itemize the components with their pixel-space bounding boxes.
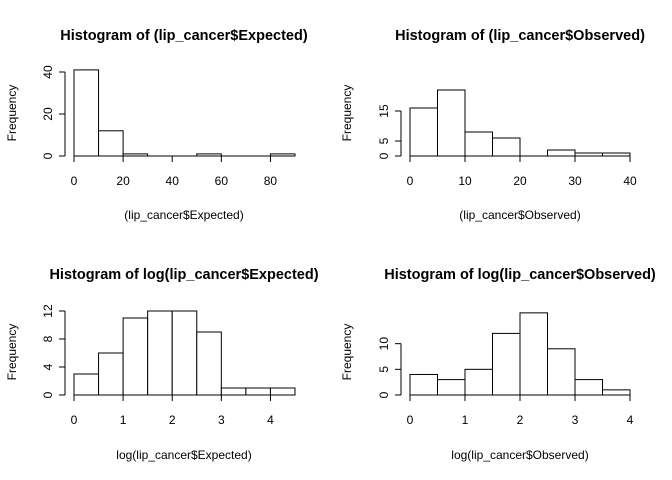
y-tick-label: 5 — [377, 137, 391, 144]
histogram-bars — [409, 312, 631, 396]
histogram-bar — [171, 310, 198, 396]
histogram-bar — [574, 379, 603, 396]
histogram-bar — [122, 317, 149, 396]
histogram-bar — [464, 131, 493, 157]
histogram-bars — [73, 310, 296, 396]
y-tick-label: 40 — [41, 65, 55, 79]
x-tick-label: 40 — [623, 174, 637, 188]
panel-observed: Histogram of (lip_cancer$Observed) (lip_… — [340, 28, 645, 222]
x-tick-label: 20 — [116, 174, 130, 188]
x-tick-label: 30 — [568, 174, 582, 188]
histogram-bar — [73, 373, 100, 396]
y-axis-label: Frequency — [340, 324, 354, 381]
histogram-bars — [409, 89, 631, 157]
histogram-bar — [602, 389, 631, 396]
histogram-bar — [409, 107, 438, 157]
panel-log-expected: Histogram of log(lip_cancer$Expected) lo… — [5, 267, 319, 462]
histogram-bar — [98, 130, 124, 157]
y-tick-label: 15 — [377, 104, 391, 118]
x-axis: 0 1 2 3 4 — [407, 394, 634, 427]
y-tick-label: 0 — [41, 391, 55, 398]
x-tick-label: 20 — [513, 174, 527, 188]
x-tick-label: 1 — [462, 413, 469, 427]
x-tick-label: 0 — [71, 174, 78, 188]
x-axis-label: (lip_cancer$Observed) — [459, 208, 580, 222]
x-tick-label: 40 — [166, 174, 180, 188]
panel-title: Histogram of (lip_cancer$Observed) — [395, 28, 645, 44]
x-axis: 0 1 2 3 4 — [71, 394, 274, 427]
histogram-bar — [98, 352, 124, 396]
x-tick-label: 1 — [120, 413, 127, 427]
panel-title: Histogram of log(lip_cancer$Observed) — [384, 267, 656, 283]
y-tick-label: 8 — [41, 335, 55, 342]
histogram-bar — [269, 387, 296, 396]
histogram-bars — [73, 69, 296, 157]
x-axis-label: (lip_cancer$Expected) — [124, 208, 243, 222]
x-axis: 0 10 20 30 40 — [407, 155, 637, 188]
x-tick-label: 0 — [407, 413, 414, 427]
histogram-bar — [519, 312, 548, 396]
panel-title: Histogram of log(lip_cancer$Expected) — [49, 267, 318, 283]
histogram-bar — [437, 379, 466, 396]
x-tick-label: 3 — [218, 413, 225, 427]
y-axis: 0 5 10 — [377, 337, 402, 398]
y-tick-label: 0 — [377, 152, 391, 159]
x-axis-label: log(lip_cancer$Expected) — [116, 448, 251, 462]
histogram-bar — [73, 69, 100, 157]
x-axis-label: log(lip_cancer$Observed) — [451, 448, 588, 462]
x-tick-label: 3 — [572, 413, 579, 427]
x-tick-label: 80 — [264, 174, 278, 188]
y-axis: 0 20 40 — [41, 65, 66, 159]
x-tick-label: 2 — [517, 413, 524, 427]
histogram-bar — [547, 348, 576, 396]
y-axis-label: Frequency — [5, 324, 19, 381]
y-axis: 0 5 15 — [377, 104, 402, 159]
y-tick-label: 0 — [41, 152, 55, 159]
histogram-bar — [492, 137, 521, 157]
x-tick-label: 4 — [627, 413, 634, 427]
x-tick-label: 2 — [169, 413, 176, 427]
histogram-bar — [464, 368, 493, 396]
histogram-bar — [492, 332, 521, 396]
y-axis-label: Frequency — [5, 85, 19, 142]
histogram-bar — [245, 387, 271, 396]
x-tick-label: 0 — [407, 174, 414, 188]
panel-expected: Histogram of (lip_cancer$Expected) (lip_… — [5, 28, 308, 222]
histogram-bar — [437, 89, 466, 157]
panel-title: Histogram of (lip_cancer$Expected) — [60, 28, 308, 44]
y-tick-label: 5 — [377, 366, 391, 373]
y-tick-label: 4 — [41, 363, 55, 370]
y-tick-label: 0 — [377, 391, 391, 398]
y-tick-label: 20 — [41, 107, 55, 121]
histogram-bar — [147, 310, 173, 396]
x-tick-label: 0 — [71, 413, 78, 427]
y-tick-label: 12 — [41, 304, 55, 318]
x-tick-label: 4 — [267, 413, 274, 427]
histogram-bar — [269, 153, 296, 157]
y-axis: 0 4 8 12 — [41, 304, 66, 398]
histogram-bar — [196, 331, 222, 396]
histogram-bar — [409, 373, 438, 396]
x-axis: 0 20 40 60 80 — [71, 155, 278, 188]
y-axis-label: Frequency — [340, 85, 354, 142]
histogram-bar — [547, 149, 576, 157]
y-tick-label: 10 — [377, 337, 391, 351]
x-tick-label: 10 — [458, 174, 472, 188]
panel-log-observed: Histogram of log(lip_cancer$Observed) lo… — [340, 267, 656, 462]
x-tick-label: 60 — [215, 174, 229, 188]
histogram-bar — [220, 387, 247, 396]
